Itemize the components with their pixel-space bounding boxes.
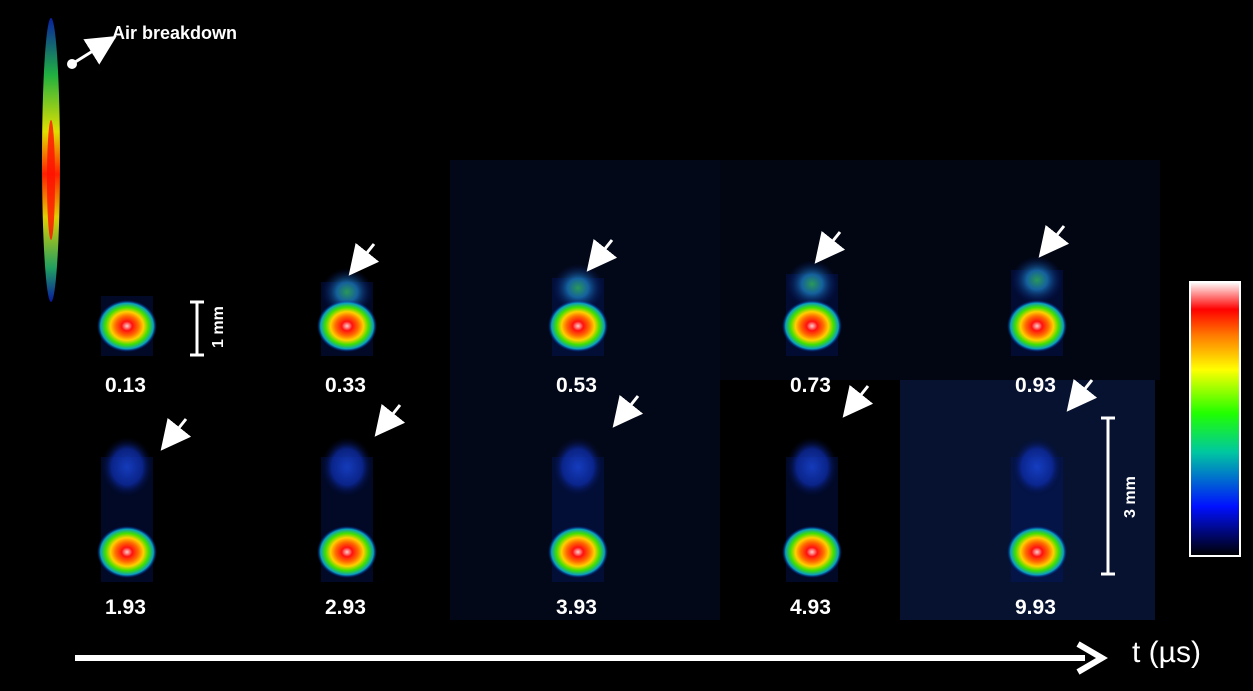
time-label: 4.93	[790, 596, 831, 619]
time-axis-label: t (µs)	[1132, 636, 1201, 669]
time-label: 1.93	[105, 596, 146, 619]
feature-arrow	[842, 384, 874, 418]
scale-label-3mm: 3 mm	[1122, 476, 1139, 518]
time-axis-arrow	[75, 641, 1108, 675]
time-label: 0.73	[790, 374, 831, 397]
time-label: 9.93	[1015, 596, 1056, 619]
annotation-arrow	[71, 36, 117, 66]
feature-arrow	[1066, 378, 1098, 412]
feature-arrow	[612, 394, 644, 428]
time-label: 0.53	[556, 374, 597, 397]
air-breakdown-streak	[42, 18, 60, 302]
plasma-frame	[1007, 437, 1067, 582]
frames-layer	[97, 224, 1098, 582]
time-label: 2.93	[325, 596, 366, 619]
plasma-frame	[1007, 256, 1067, 356]
plasma-frame	[97, 437, 157, 582]
feature-arrow	[374, 403, 406, 437]
feature-arrow	[1038, 224, 1070, 258]
scale-bar-1mm	[190, 300, 204, 357]
plasma-frame	[782, 437, 842, 582]
plasma-frame	[317, 268, 377, 356]
feature-arrow	[160, 417, 192, 451]
feature-arrow	[814, 230, 846, 264]
feature-arrow	[586, 238, 618, 272]
air-breakdown-label: Air breakdown	[112, 23, 238, 43]
time-label: 0.33	[325, 374, 366, 397]
time-label: 0.13	[105, 374, 146, 397]
plasma-frame	[317, 437, 377, 582]
annotation-dot	[67, 59, 77, 69]
plasma-frame	[548, 437, 608, 582]
scale-label-1mm: 1 mm	[210, 306, 227, 348]
time-label: 3.93	[556, 596, 597, 619]
plasma-frame	[782, 260, 842, 356]
plasma-frame	[548, 264, 608, 356]
panel-background	[900, 380, 1155, 620]
colorbar	[1189, 281, 1241, 557]
plasma-frame	[97, 296, 157, 356]
scale-bar-3mm	[1101, 416, 1115, 576]
feature-arrow	[348, 242, 380, 276]
time-label: 0.93	[1015, 374, 1056, 397]
